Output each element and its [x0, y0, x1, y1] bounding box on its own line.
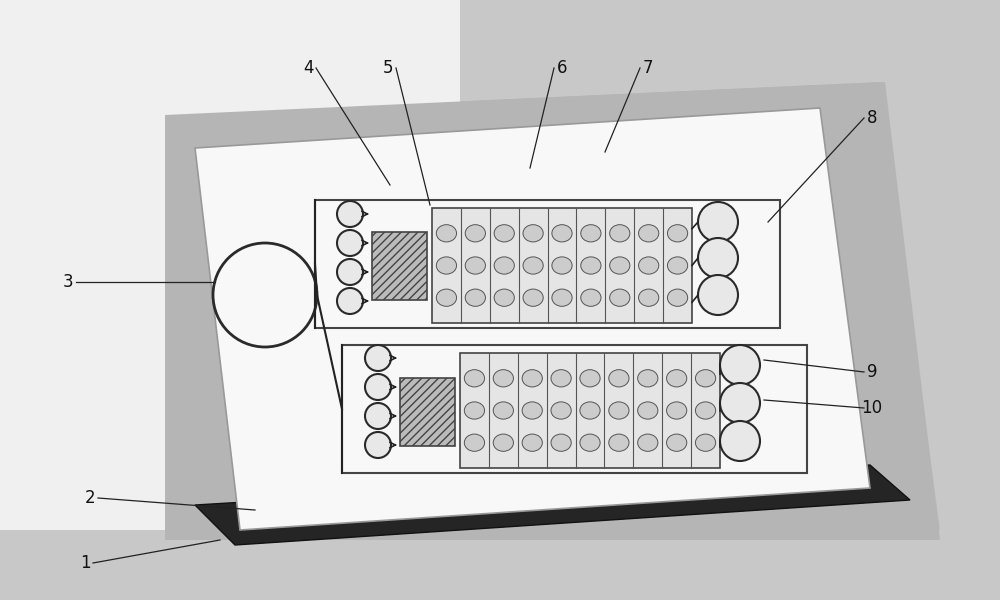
- Circle shape: [365, 403, 391, 429]
- Ellipse shape: [609, 434, 629, 451]
- Bar: [342, 345, 807, 473]
- Ellipse shape: [465, 257, 485, 274]
- Ellipse shape: [552, 257, 572, 274]
- Polygon shape: [195, 465, 910, 545]
- Text: 1: 1: [80, 554, 90, 572]
- Ellipse shape: [464, 434, 485, 451]
- Ellipse shape: [609, 402, 629, 419]
- Circle shape: [337, 259, 363, 285]
- Ellipse shape: [695, 370, 716, 387]
- Polygon shape: [195, 108, 870, 530]
- Text: 6: 6: [557, 59, 567, 77]
- Ellipse shape: [639, 224, 659, 242]
- Ellipse shape: [581, 289, 601, 307]
- Polygon shape: [165, 82, 940, 540]
- Ellipse shape: [494, 257, 514, 274]
- Ellipse shape: [494, 289, 514, 307]
- Circle shape: [720, 345, 760, 385]
- Ellipse shape: [667, 370, 687, 387]
- Ellipse shape: [667, 402, 687, 419]
- Ellipse shape: [523, 289, 543, 307]
- Ellipse shape: [610, 289, 630, 307]
- Ellipse shape: [609, 370, 629, 387]
- Ellipse shape: [581, 257, 601, 274]
- Ellipse shape: [436, 257, 457, 274]
- Ellipse shape: [667, 434, 687, 451]
- Ellipse shape: [494, 224, 514, 242]
- Text: 8: 8: [867, 109, 877, 127]
- Ellipse shape: [523, 257, 543, 274]
- Ellipse shape: [638, 370, 658, 387]
- Ellipse shape: [610, 257, 630, 274]
- Ellipse shape: [493, 434, 513, 451]
- Ellipse shape: [465, 289, 485, 307]
- Bar: [460, 353, 720, 468]
- Bar: [315, 200, 780, 328]
- Bar: [432, 208, 692, 323]
- Ellipse shape: [639, 289, 659, 307]
- Ellipse shape: [552, 224, 572, 242]
- Ellipse shape: [667, 289, 688, 307]
- Circle shape: [337, 288, 363, 314]
- Ellipse shape: [695, 402, 716, 419]
- Circle shape: [698, 275, 738, 315]
- Polygon shape: [165, 82, 940, 530]
- Text: 5: 5: [383, 59, 393, 77]
- Ellipse shape: [580, 370, 600, 387]
- Ellipse shape: [551, 370, 571, 387]
- Circle shape: [698, 202, 738, 242]
- Ellipse shape: [581, 224, 601, 242]
- Circle shape: [365, 432, 391, 458]
- Text: 3: 3: [63, 273, 73, 291]
- Ellipse shape: [551, 434, 571, 451]
- Ellipse shape: [522, 402, 542, 419]
- Ellipse shape: [667, 224, 688, 242]
- Ellipse shape: [610, 224, 630, 242]
- Ellipse shape: [465, 224, 485, 242]
- Text: 4: 4: [303, 59, 313, 77]
- Ellipse shape: [552, 289, 572, 307]
- Text: 9: 9: [867, 363, 877, 381]
- Circle shape: [698, 238, 738, 278]
- Circle shape: [720, 421, 760, 461]
- Circle shape: [365, 374, 391, 400]
- Circle shape: [365, 345, 391, 371]
- Ellipse shape: [580, 434, 600, 451]
- Ellipse shape: [464, 370, 485, 387]
- Ellipse shape: [436, 224, 457, 242]
- Ellipse shape: [639, 257, 659, 274]
- Circle shape: [337, 201, 363, 227]
- Ellipse shape: [464, 402, 485, 419]
- Bar: [400, 378, 455, 446]
- Ellipse shape: [522, 434, 542, 451]
- Ellipse shape: [695, 434, 716, 451]
- Ellipse shape: [580, 402, 600, 419]
- Circle shape: [337, 230, 363, 256]
- Text: 7: 7: [643, 59, 653, 77]
- Polygon shape: [0, 0, 460, 530]
- Text: 10: 10: [861, 399, 883, 417]
- Circle shape: [720, 383, 760, 423]
- Text: 2: 2: [85, 489, 95, 507]
- Ellipse shape: [638, 402, 658, 419]
- Ellipse shape: [667, 257, 688, 274]
- Ellipse shape: [523, 224, 543, 242]
- Ellipse shape: [493, 370, 513, 387]
- Ellipse shape: [638, 434, 658, 451]
- Ellipse shape: [493, 402, 513, 419]
- Bar: [372, 232, 427, 300]
- Ellipse shape: [522, 370, 542, 387]
- Ellipse shape: [551, 402, 571, 419]
- Ellipse shape: [436, 289, 457, 307]
